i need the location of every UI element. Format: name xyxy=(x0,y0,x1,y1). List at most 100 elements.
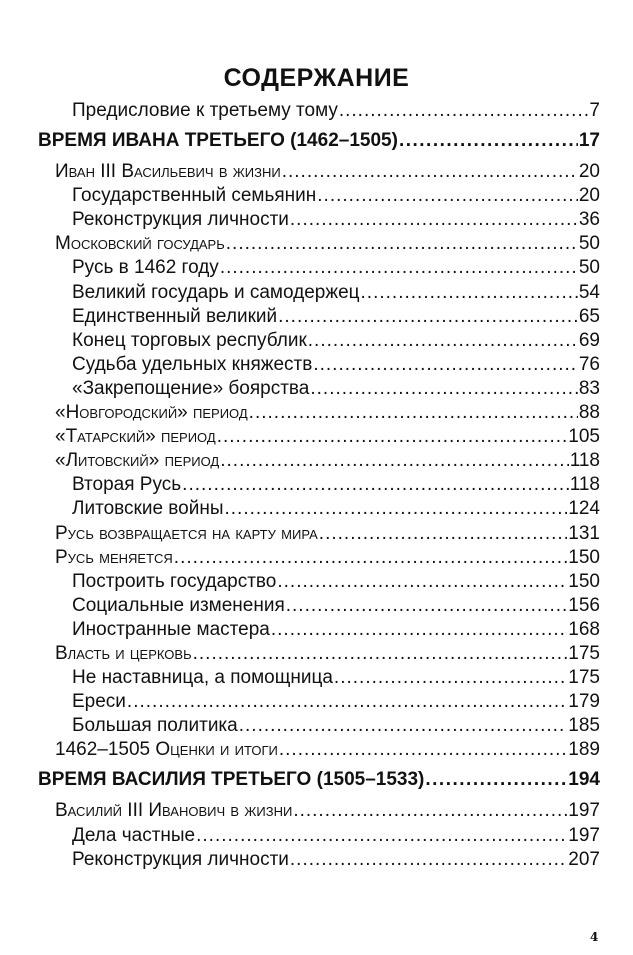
toc-entry-title: Иван III Васильевич в жизни xyxy=(55,161,281,183)
dot-leader xyxy=(361,282,578,304)
toc-entry-page: 185 xyxy=(568,715,600,737)
dot-leader xyxy=(193,643,568,665)
dot-leader xyxy=(308,330,578,352)
toc-entry-title: Социальные изменения xyxy=(72,594,285,616)
toc-entry-title: Русь меняется xyxy=(55,546,173,568)
dot-leader xyxy=(286,595,568,617)
dot-leader xyxy=(271,619,567,641)
dot-leader xyxy=(196,825,567,847)
toc-entry-page: 156 xyxy=(568,594,600,616)
dot-leader xyxy=(220,450,568,472)
dot-leader xyxy=(317,185,578,207)
dot-leader xyxy=(399,130,578,152)
toc-entry-title: ВРЕМЯ ВАСИЛИЯ ТРЕТЬЕГО (1505–1533) xyxy=(38,769,425,791)
toc-entry-page: 150 xyxy=(568,570,600,592)
toc-entry-page: 131 xyxy=(568,522,600,544)
toc-entry-title: Вторая Русь xyxy=(72,474,182,496)
dot-leader xyxy=(313,354,578,376)
toc-entry: Ереси 179 xyxy=(38,691,600,715)
toc-entry-title: Реконструкция личности xyxy=(72,848,289,870)
toc-entry-title: Большая политика xyxy=(72,715,238,737)
dot-leader xyxy=(217,426,568,448)
toc-entry-title: Ереси xyxy=(72,691,126,713)
page-title: СОДЕРЖАНИЕ xyxy=(223,64,410,92)
toc-entry-page: 175 xyxy=(568,642,600,664)
toc-entry-title: ВРЕМЯ ИВАНА ТРЕТЬЕГО (1462–1505) xyxy=(38,130,398,152)
toc-entry-title: Конец торговых республик xyxy=(72,329,307,351)
toc-entry-title: Судьба удельных княжеств xyxy=(72,353,313,375)
dot-leader xyxy=(220,257,578,279)
toc-entry: Иван III Васильевич в жизни 20 xyxy=(38,161,600,185)
toc-entry: Василий III Иванович в жизни 197 xyxy=(38,800,600,824)
toc-entry-title: Великий государь и самодержец xyxy=(72,281,360,303)
toc-entry-page: 168 xyxy=(568,618,600,640)
toc-entry: «Закрепощение» боярства 83 xyxy=(38,378,600,402)
toc-entry-page: 197 xyxy=(568,800,600,822)
toc-entry-title: Власть и церковь xyxy=(55,642,192,664)
dot-leader xyxy=(225,498,568,520)
dot-leader xyxy=(279,739,567,761)
toc-entry-page: 118 xyxy=(569,450,600,472)
toc-entry-page: 175 xyxy=(568,667,600,689)
toc-entry: Дела частные 197 xyxy=(38,825,600,849)
dot-leader xyxy=(319,523,568,545)
table-of-contents: Предисловие к третьему тому 7 ВРЕМЯ ИВАНА … xyxy=(38,100,600,873)
dot-leader xyxy=(334,667,567,689)
toc-entry-page: 179 xyxy=(568,691,600,713)
dot-leader xyxy=(310,378,577,400)
toc-entry: Судьба удельных княжеств 76 xyxy=(38,354,600,378)
dot-leader xyxy=(293,800,567,822)
toc-entry-page: 7 xyxy=(589,100,600,121)
toc-entry-page: 50 xyxy=(578,257,600,279)
toc-entry: «Литовский» период 118 xyxy=(38,450,600,474)
toc-entry-page: 20 xyxy=(578,185,600,207)
toc-entry-title: Реконструкция личности xyxy=(72,209,289,231)
toc-entry: Литовские войны 124 xyxy=(38,498,600,522)
dot-leader xyxy=(278,306,578,328)
toc-entry-title: «Литовский» период xyxy=(55,450,220,472)
toc-entry: Не наставница, а помощница 175 xyxy=(38,667,600,691)
toc-entry: Московский государь 50 xyxy=(38,233,600,257)
toc-entry-page: 150 xyxy=(568,546,600,568)
toc-entry-page: 54 xyxy=(578,281,600,303)
toc-entry: Реконструкция личности 36 xyxy=(38,209,600,233)
page-number: 4 xyxy=(590,930,599,944)
toc-entry: Великий государь и самодержец 54 xyxy=(38,282,600,306)
toc-entry-page: 197 xyxy=(568,824,600,846)
toc-entry: «Татарский» период 105 xyxy=(38,426,600,450)
toc-entry-page: 17 xyxy=(578,130,600,152)
toc-entry: Иностранные мастера 168 xyxy=(38,619,600,643)
toc-entry: Социальные изменения 156 xyxy=(38,595,600,619)
toc-entry-title: Государственный семьянин xyxy=(72,185,317,207)
toc-entry-title: Русь возвращается на карту мира xyxy=(55,522,318,544)
dot-leader xyxy=(226,233,578,255)
dot-leader xyxy=(282,161,578,183)
toc-entry-page: 69 xyxy=(578,329,600,351)
toc-entry-page: 207 xyxy=(568,848,600,870)
toc-entry-page: 88 xyxy=(578,402,600,424)
dot-leader xyxy=(182,474,569,496)
toc-entry-title: Русь в 1462 году xyxy=(72,257,219,279)
toc-entry-title: 1462–1505 Оценки и итоги xyxy=(55,739,278,761)
toc-entry-page: 20 xyxy=(578,161,600,183)
toc-entry-page: 124 xyxy=(568,498,600,520)
dot-leader xyxy=(290,849,567,871)
dot-leader xyxy=(249,402,578,424)
toc-entry-title: «Закрепощение» боярства xyxy=(72,377,310,399)
toc-entry: 1462–1505 Оценки и итоги 189 xyxy=(38,739,600,763)
toc-entry-title: Литовские войны xyxy=(72,498,224,520)
dot-leader xyxy=(174,547,568,569)
toc-entry: Большая политика 185 xyxy=(38,715,600,739)
toc-entry-title: Иностранные мастера xyxy=(72,618,270,640)
toc-entry-page: 65 xyxy=(578,305,600,327)
toc-entry-title: Не наставница, а помощница xyxy=(72,667,333,689)
toc-entry-page: 118 xyxy=(569,474,600,496)
toc-entry: Конец торговых республик 69 xyxy=(38,330,600,354)
dot-leader xyxy=(290,209,578,231)
toc-entry-page: 36 xyxy=(578,209,600,231)
toc-entry-title: «Татарский» период xyxy=(55,426,216,448)
toc-entry-title: Дела частные xyxy=(72,824,196,846)
toc-entry: Единственный великий 65 xyxy=(38,306,600,330)
dot-leader xyxy=(127,691,567,713)
toc-entry: Русь возвращается на карту мира 131 xyxy=(38,523,600,547)
